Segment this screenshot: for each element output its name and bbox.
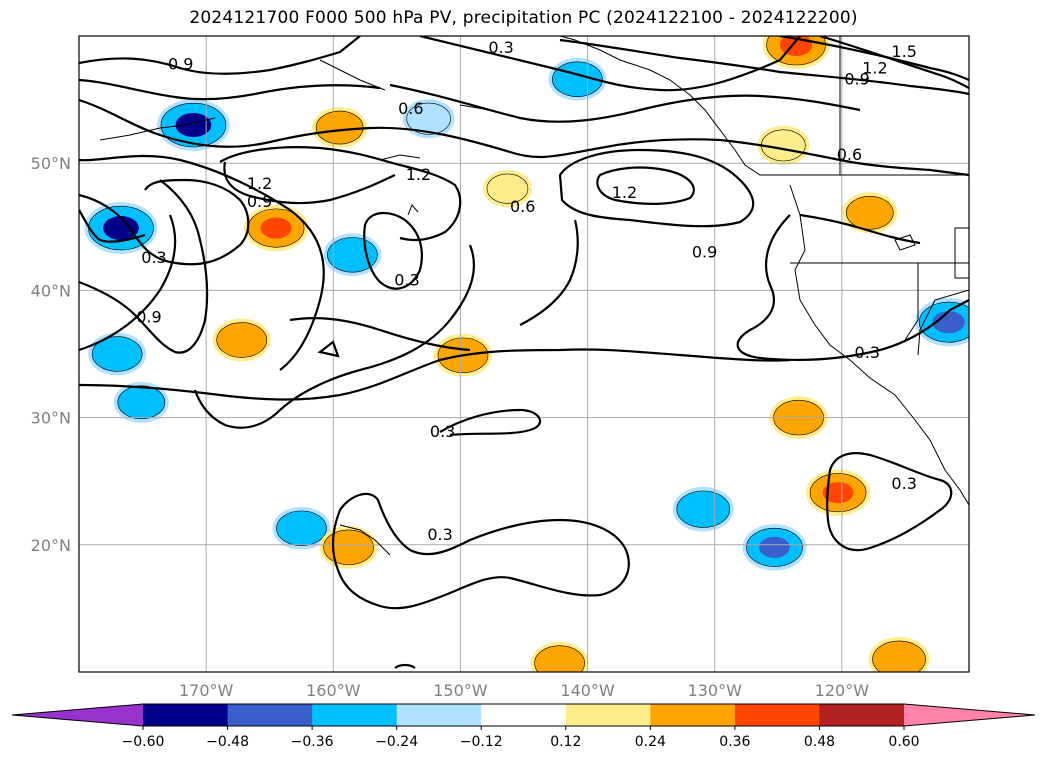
precip-cell	[212, 318, 271, 362]
precip-cell	[742, 524, 807, 571]
precip-cell	[868, 636, 930, 672]
contour-label: 0.9	[168, 54, 193, 73]
contour-label: 0.9	[844, 70, 869, 89]
colorbar-extend-high	[904, 704, 1035, 726]
lon-tick-label: 170°W	[179, 681, 234, 700]
contour-label: 0.3	[488, 38, 513, 57]
colorbar-segment	[396, 704, 482, 726]
colorbar-segment	[227, 704, 313, 726]
colorbar-extend-low	[12, 704, 143, 726]
map-frame	[78, 35, 970, 673]
colorbar-tick-label: 0.24	[635, 734, 666, 750]
contour-label: 0.9	[247, 192, 272, 211]
lon-tick-label: 120°W	[815, 681, 870, 700]
contour-label: 0.6	[398, 99, 423, 118]
precip-cell	[113, 381, 169, 423]
colorbar-tick-label: 0.12	[550, 734, 581, 750]
precip-cell	[272, 506, 331, 550]
contour-label: 0.3	[141, 248, 166, 267]
lon-tick-label: 150°W	[433, 681, 488, 700]
colorbar-segment	[734, 704, 820, 726]
lat-tick-label: 30°N	[31, 409, 71, 428]
precip-cell	[156, 99, 230, 151]
contour-label: 0.3	[430, 422, 455, 441]
contour-label: 0.9	[136, 308, 161, 327]
colorbar-segment	[312, 704, 398, 726]
colorbar-tick-label: 0.48	[804, 734, 835, 750]
lon-tick-label: 140°W	[560, 681, 615, 700]
colorbar-tick-label: −0.36	[291, 734, 334, 750]
colorbar-tick-label: −0.12	[460, 734, 503, 750]
lat-tick-label: 20°N	[31, 536, 71, 555]
precip-cell	[757, 125, 810, 165]
colorbar-tick-label: −0.24	[375, 734, 418, 750]
precip-cell	[842, 192, 898, 234]
precip-cell	[88, 332, 147, 376]
precip-cell	[84, 202, 158, 254]
colorbar: −0.60 −0.48 −0.36 −0.24 −0.12 0.12 0.24 0.36 0.4…	[11, 703, 1036, 750]
contour-labels: 0.90.3 1.51.20.90.60.61.21.20.9 0.61.20.90…	[136, 38, 917, 544]
contour-label: 0.6	[510, 197, 535, 216]
colorbar-segment	[481, 704, 567, 726]
contour-label: 0.3	[427, 525, 452, 544]
lon-tick-label: 130°W	[688, 681, 743, 700]
contour-label: 0.3	[855, 343, 880, 362]
precip-cell	[762, 36, 830, 69]
lon-tick-label: 160°W	[306, 681, 361, 700]
precip-cell	[312, 107, 368, 149]
contour-label: 1.2	[406, 165, 431, 184]
colorbar-segment	[819, 704, 905, 726]
contour-label: 1.2	[612, 183, 637, 202]
colorbar-segment	[565, 704, 651, 726]
contour-label: 1.5	[891, 42, 916, 61]
lat-tick-label: 50°N	[31, 154, 71, 173]
precip-cell	[402, 99, 455, 139]
pv-contours	[79, 36, 969, 669]
contour-label: 1.2	[862, 58, 887, 77]
contour-label: 0.3	[891, 474, 916, 493]
precip-cell	[319, 525, 378, 569]
precip-cell	[530, 641, 589, 672]
colorbar-tick-label: 0.60	[888, 734, 919, 750]
colorbar-segment	[650, 704, 736, 726]
contour-label: 1.2	[247, 174, 272, 193]
precip-cell	[482, 169, 532, 208]
axis-labels: 170°W 160°W 150°W 140°W 130°W 120°W 20°N 30°N 40…	[31, 154, 870, 700]
lat-tick-label: 40°N	[31, 281, 71, 300]
contour-label: 0.9	[692, 243, 717, 262]
contour-label: 0.3	[394, 271, 419, 290]
precip-cell	[806, 469, 871, 516]
colorbar-segment	[143, 704, 229, 726]
contour-label: 0.6	[837, 145, 862, 164]
colorbar-tick-label: −0.60	[122, 734, 165, 750]
precip-cell	[244, 204, 309, 252]
colorbar-tick-label: −0.48	[206, 734, 249, 750]
colorbar-tick-label: 0.36	[719, 734, 750, 750]
precip-cell	[915, 298, 969, 347]
precipitation-layer	[84, 36, 969, 672]
chart-title: 2024121700 F000 500 hPa PV, precipitatio…	[189, 8, 858, 28]
precip-cell	[672, 486, 734, 532]
